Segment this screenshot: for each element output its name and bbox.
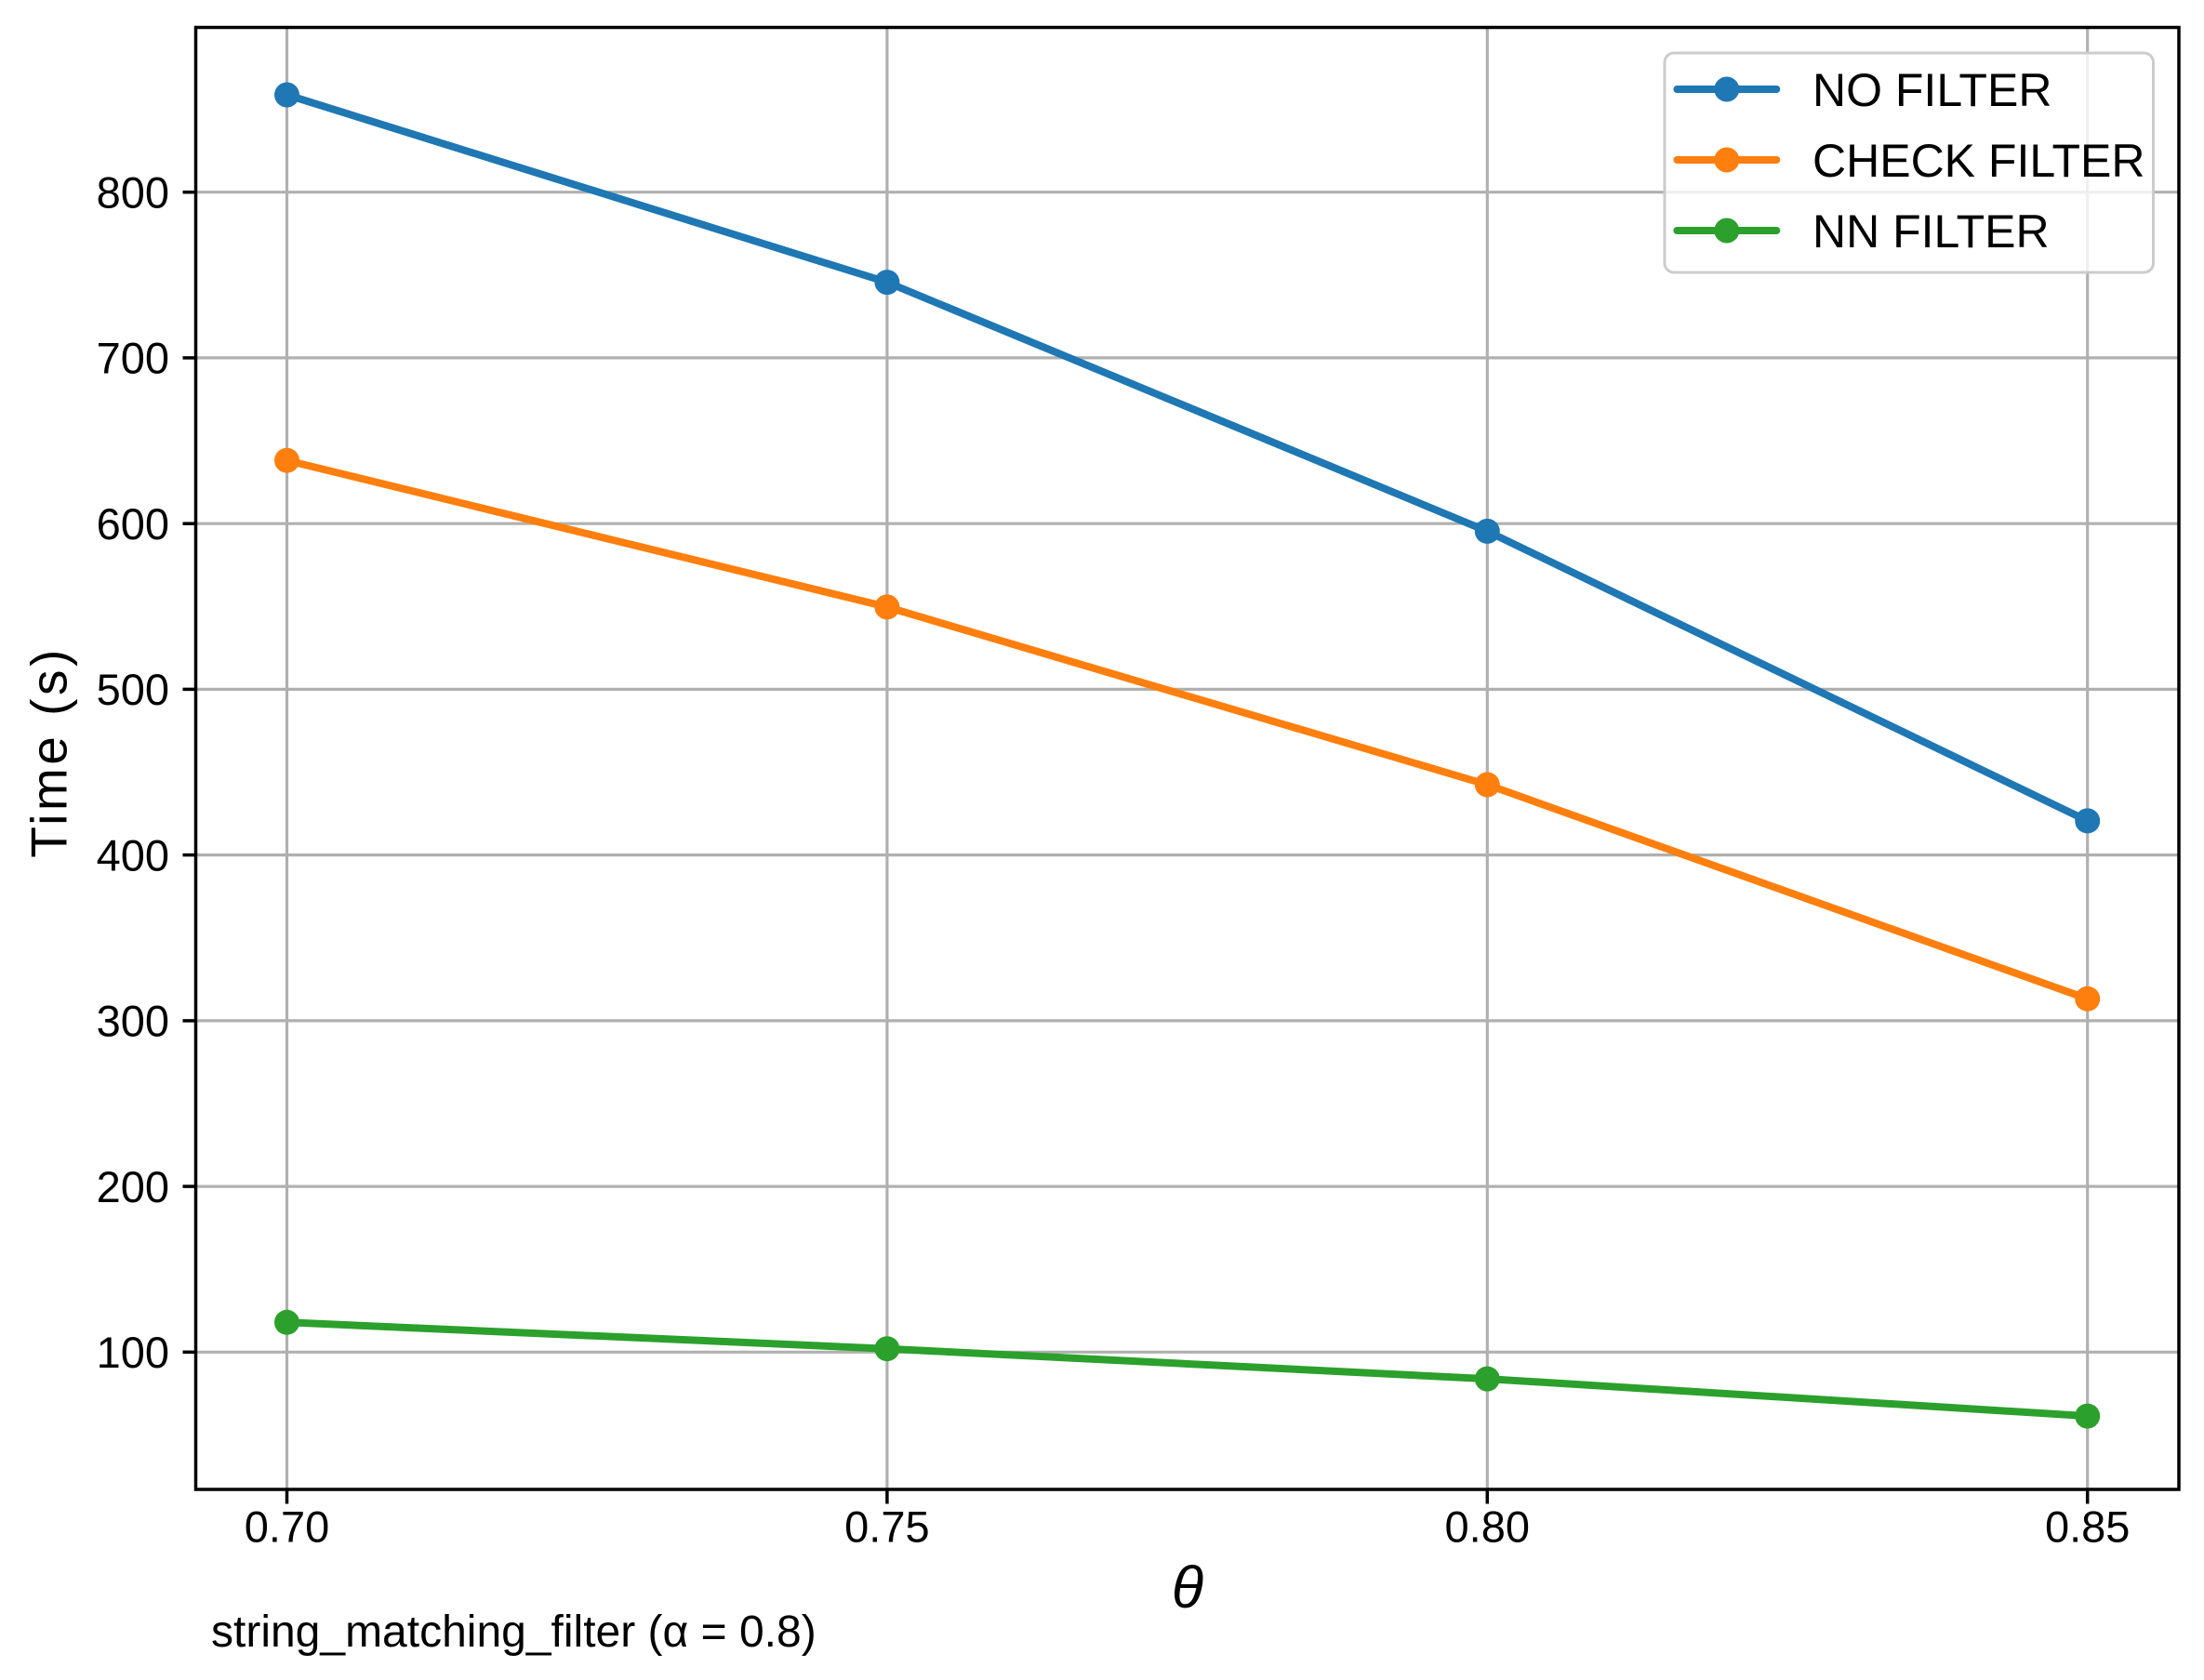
svg-text:700: 700 (97, 334, 169, 383)
svg-text:100: 100 (97, 1328, 169, 1377)
svg-text:0.80: 0.80 (1445, 1502, 1530, 1552)
svg-text:400: 400 (97, 830, 169, 880)
svg-text:300: 300 (97, 997, 169, 1046)
svg-text:0.70: 0.70 (245, 1502, 329, 1552)
svg-text:Time (s): Time (s) (20, 646, 78, 858)
svg-text:200: 200 (97, 1162, 169, 1211)
svg-text:0.85: 0.85 (2045, 1502, 2130, 1552)
svg-text:0.75: 0.75 (844, 1502, 929, 1552)
svg-text:NN FILTER: NN FILTER (1812, 205, 2050, 258)
svg-text:CHECK FILTER: CHECK FILTER (1812, 135, 2144, 187)
svg-text:800: 800 (97, 168, 169, 218)
svg-text:500: 500 (97, 665, 169, 714)
svg-text:string_matching_filter (α = 0.: string_matching_filter (α = 0.8) (211, 1607, 817, 1657)
svg-text:NO FILTER: NO FILTER (1812, 64, 2051, 116)
svg-text:600: 600 (97, 499, 169, 549)
svg-text:θ: θ (1172, 1555, 1203, 1620)
